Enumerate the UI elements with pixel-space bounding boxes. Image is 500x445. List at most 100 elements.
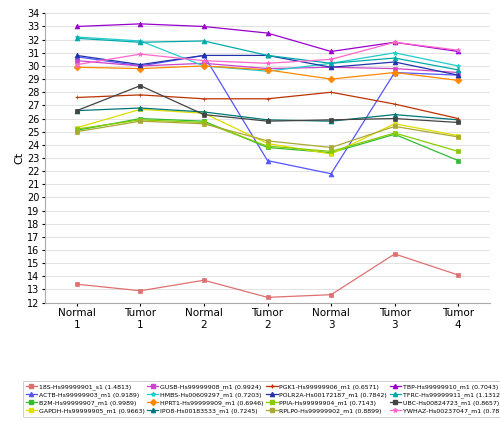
- YWHAZ-Hs00237047_m1 (0.7817): [392, 40, 398, 45]
- ACTB-Hs99999903_m1 (0.9189): [74, 54, 80, 60]
- TBP-Hs99999910_m1 (0.7043): [74, 24, 80, 29]
- TFRC-Hs99999911_m1 (1.1312): [392, 55, 398, 61]
- Line: 18S-Hs99999901_s1 (1.4813): 18S-Hs99999901_s1 (1.4813): [74, 251, 460, 300]
- Line: PPIA-Hs99999904_m1 (0.7143): PPIA-Hs99999904_m1 (0.7143): [74, 117, 460, 154]
- GUSB-Hs99999908_m1 (0.9924): [392, 66, 398, 71]
- GAPDH-Hs99999905_m1 (0.9663): [74, 125, 80, 130]
- UBC-Hs00824723_m1 (0.8657): [392, 116, 398, 121]
- GAPDH-Hs99999905_m1 (0.9663): [138, 107, 143, 112]
- 18S-Hs99999901_s1 (1.4813): [264, 295, 270, 300]
- RPLP0-Hs99999902_m1 (0.8899): [74, 129, 80, 134]
- 18S-Hs99999901_s1 (1.4813): [328, 292, 334, 297]
- B2M-Hs99999907_m1 (0.9989): [392, 132, 398, 137]
- HPRT1-Hs99999909_m1 (0.6946): [455, 78, 461, 83]
- HMBS-Hs00609297_m1 (0.7203): [455, 63, 461, 69]
- Line: HPRT1-Hs99999909_m1 (0.6946): HPRT1-Hs99999909_m1 (0.6946): [74, 64, 460, 83]
- RPLP0-Hs99999902_m1 (0.8899): [455, 134, 461, 140]
- HPRT1-Hs99999909_m1 (0.6946): [264, 67, 270, 73]
- PPIA-Hs99999904_m1 (0.7143): [264, 143, 270, 149]
- PPIA-Hs99999904_m1 (0.7143): [392, 130, 398, 136]
- POLR2A-Hs00172187_m1 (0.7842): [264, 53, 270, 58]
- HMBS-Hs00609297_m1 (0.7203): [392, 50, 398, 56]
- GUSB-Hs99999908_m1 (0.9924): [328, 65, 334, 70]
- PGK1-Hs99999906_m1 (0.6571): [74, 95, 80, 100]
- Line: B2M-Hs99999907_m1 (0.9989): B2M-Hs99999907_m1 (0.9989): [74, 116, 460, 163]
- YWHAZ-Hs00237047_m1 (0.7817): [138, 52, 143, 57]
- GAPDH-Hs99999905_m1 (0.9663): [264, 141, 270, 146]
- 18S-Hs99999901_s1 (1.4813): [392, 251, 398, 257]
- PPIA-Hs99999904_m1 (0.7143): [455, 149, 461, 154]
- Line: IPO8-Hs00183533_m1 (0.7245): IPO8-Hs00183533_m1 (0.7245): [74, 105, 460, 124]
- HPRT1-Hs99999909_m1 (0.6946): [74, 65, 80, 70]
- HPRT1-Hs99999909_m1 (0.6946): [138, 66, 143, 71]
- PPIA-Hs99999904_m1 (0.7143): [328, 149, 334, 154]
- ACTB-Hs99999903_m1 (0.9189): [264, 158, 270, 163]
- TFRC-Hs99999911_m1 (1.1312): [264, 53, 270, 58]
- HMBS-Hs00609297_m1 (0.7203): [138, 38, 143, 44]
- Line: POLR2A-Hs00172187_m1 (0.7842): POLR2A-Hs00172187_m1 (0.7842): [74, 53, 460, 77]
- PGK1-Hs99999906_m1 (0.6571): [138, 92, 143, 97]
- YWHAZ-Hs00237047_m1 (0.7817): [264, 61, 270, 66]
- TFRC-Hs99999911_m1 (1.1312): [455, 67, 461, 73]
- RPLP0-Hs99999902_m1 (0.8899): [328, 145, 334, 150]
- 18S-Hs99999901_s1 (1.4813): [201, 278, 207, 283]
- PGK1-Hs99999906_m1 (0.6571): [392, 101, 398, 107]
- HMBS-Hs00609297_m1 (0.7203): [328, 61, 334, 66]
- B2M-Hs99999907_m1 (0.9989): [138, 116, 143, 121]
- POLR2A-Hs00172187_m1 (0.7842): [74, 53, 80, 58]
- UBC-Hs00824723_m1 (0.8657): [455, 120, 461, 125]
- POLR2A-Hs00172187_m1 (0.7842): [328, 65, 334, 70]
- PGK1-Hs99999906_m1 (0.6571): [264, 96, 270, 101]
- PGK1-Hs99999906_m1 (0.6571): [455, 116, 461, 121]
- GAPDH-Hs99999905_m1 (0.9663): [328, 151, 334, 157]
- YWHAZ-Hs00237047_m1 (0.7817): [455, 48, 461, 53]
- TBP-Hs99999910_m1 (0.7043): [328, 49, 334, 54]
- 18S-Hs99999901_s1 (1.4813): [138, 288, 143, 293]
- POLR2A-Hs00172187_m1 (0.7842): [455, 73, 461, 78]
- Line: RPLP0-Hs99999902_m1 (0.8899): RPLP0-Hs99999902_m1 (0.8899): [74, 119, 460, 150]
- RPLP0-Hs99999902_m1 (0.8899): [392, 124, 398, 129]
- IPO8-Hs00183533_m1 (0.7245): [138, 105, 143, 111]
- Legend: 18S-Hs99999901_s1 (1.4813), ACTB-Hs99999903_m1 (0.9189), B2M-Hs99999907_m1 (0.99: 18S-Hs99999901_s1 (1.4813), ACTB-Hs99999…: [22, 381, 500, 417]
- Line: ACTB-Hs99999903_m1 (0.9189): ACTB-Hs99999903_m1 (0.9189): [74, 53, 460, 176]
- PGK1-Hs99999906_m1 (0.6571): [201, 96, 207, 101]
- IPO8-Hs00183533_m1 (0.7245): [264, 117, 270, 122]
- TFRC-Hs99999911_m1 (1.1312): [201, 38, 207, 44]
- PPIA-Hs99999904_m1 (0.7143): [138, 117, 143, 122]
- Line: TFRC-Hs99999911_m1 (1.1312): TFRC-Hs99999911_m1 (1.1312): [74, 36, 460, 73]
- GUSB-Hs99999908_m1 (0.9924): [455, 70, 461, 75]
- ACTB-Hs99999903_m1 (0.9189): [138, 63, 143, 69]
- GUSB-Hs99999908_m1 (0.9924): [201, 61, 207, 66]
- YWHAZ-Hs00237047_m1 (0.7817): [201, 58, 207, 63]
- B2M-Hs99999907_m1 (0.9989): [264, 145, 270, 150]
- HMBS-Hs00609297_m1 (0.7203): [201, 63, 207, 69]
- Line: UBC-Hs00824723_m1 (0.8657): UBC-Hs00824723_m1 (0.8657): [74, 83, 460, 125]
- PPIA-Hs99999904_m1 (0.7143): [74, 126, 80, 132]
- GUSB-Hs99999908_m1 (0.9924): [74, 58, 80, 63]
- PPIA-Hs99999904_m1 (0.7143): [201, 120, 207, 125]
- YWHAZ-Hs00237047_m1 (0.7817): [328, 57, 334, 62]
- TFRC-Hs99999911_m1 (1.1312): [138, 40, 143, 45]
- TBP-Hs99999910_m1 (0.7043): [264, 30, 270, 36]
- B2M-Hs99999907_m1 (0.9989): [455, 158, 461, 163]
- GAPDH-Hs99999905_m1 (0.9663): [455, 133, 461, 138]
- RPLP0-Hs99999902_m1 (0.8899): [264, 138, 270, 144]
- TBP-Hs99999910_m1 (0.7043): [138, 21, 143, 27]
- POLR2A-Hs00172187_m1 (0.7842): [201, 53, 207, 58]
- HPRT1-Hs99999909_m1 (0.6946): [201, 63, 207, 69]
- HPRT1-Hs99999909_m1 (0.6946): [392, 70, 398, 75]
- Line: GAPDH-Hs99999905_m1 (0.9663): GAPDH-Hs99999905_m1 (0.9663): [74, 107, 460, 157]
- Line: GUSB-Hs99999908_m1 (0.9924): GUSB-Hs99999908_m1 (0.9924): [74, 58, 460, 75]
- 18S-Hs99999901_s1 (1.4813): [455, 272, 461, 278]
- ACTB-Hs99999903_m1 (0.9189): [328, 171, 334, 176]
- RPLP0-Hs99999902_m1 (0.8899): [138, 118, 143, 124]
- IPO8-Hs00183533_m1 (0.7245): [392, 112, 398, 117]
- TFRC-Hs99999911_m1 (1.1312): [328, 61, 334, 66]
- ACTB-Hs99999903_m1 (0.9189): [392, 70, 398, 75]
- HMBS-Hs00609297_m1 (0.7203): [74, 34, 80, 40]
- TFRC-Hs99999911_m1 (1.1312): [74, 36, 80, 41]
- HPRT1-Hs99999909_m1 (0.6946): [328, 77, 334, 82]
- UBC-Hs00824723_m1 (0.8657): [328, 117, 334, 122]
- IPO8-Hs00183533_m1 (0.7245): [455, 117, 461, 122]
- RPLP0-Hs99999902_m1 (0.8899): [201, 121, 207, 126]
